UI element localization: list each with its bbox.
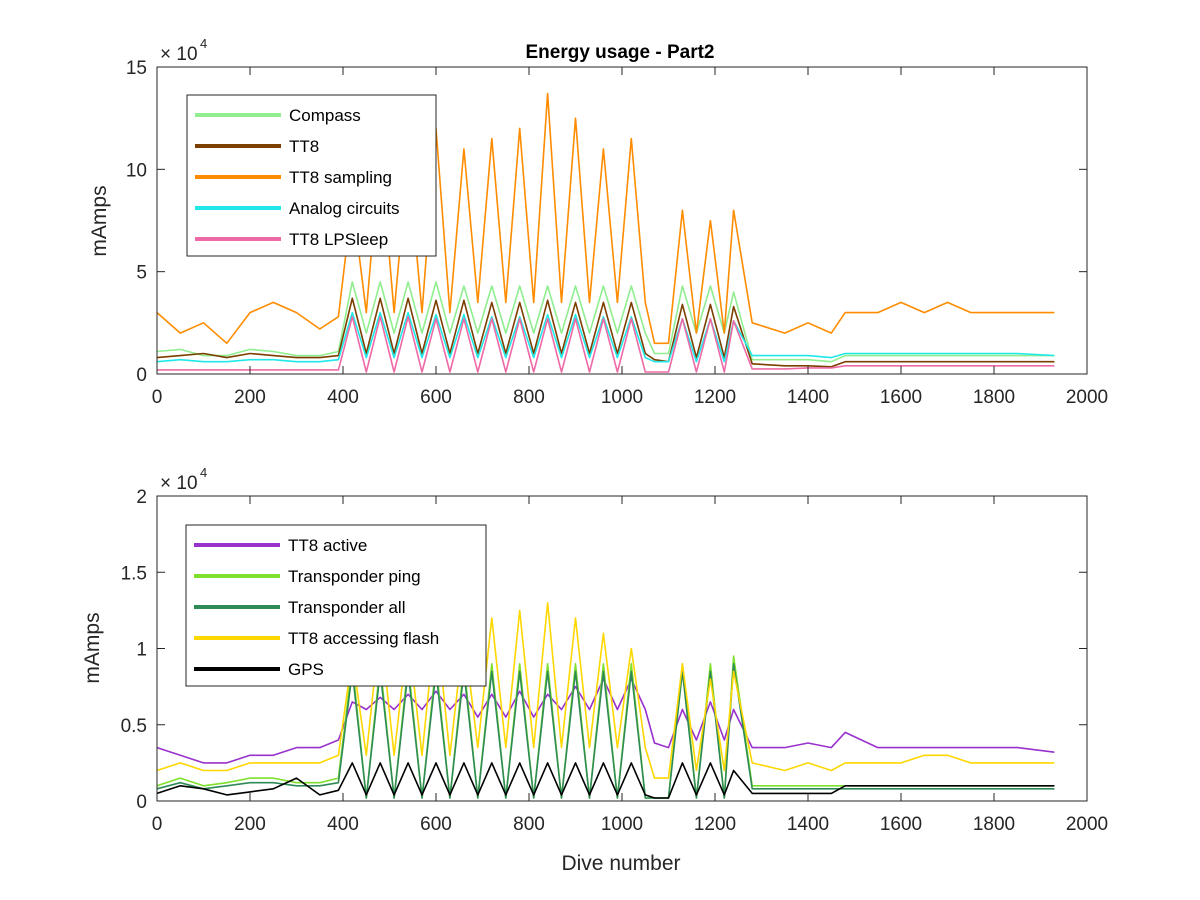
exponent-power: 4 (200, 465, 207, 480)
y-axis-label: mAmps (88, 185, 111, 256)
series-line-tt8 (156, 297, 1055, 368)
x-tick-label: 200 (234, 387, 266, 408)
x-tick-label: 800 (513, 387, 545, 408)
x-tick-label: 400 (327, 387, 359, 408)
series-line-analog-circuits (156, 311, 1055, 363)
legend-label: TT8 LPSleep (289, 230, 388, 249)
y-axis-ticks: 0 0.5 1 1.5 2 (121, 487, 1087, 813)
legend-label: TT8 (289, 137, 319, 156)
series-line-tt8-sampling (156, 92, 1055, 345)
x-tick-label: 1800 (973, 387, 1015, 408)
y-axis-exponent: × 10 4 (160, 465, 207, 494)
y-tick-label: 0 (136, 792, 147, 813)
exponent-base: × 10 (160, 473, 198, 494)
series-line-gps (156, 762, 1055, 799)
legend-label: Transponder ping (288, 567, 421, 586)
x-tick-label: 1600 (880, 387, 922, 408)
x-tick-label: 1200 (694, 814, 736, 835)
energy-usage-bottom-plot: 0 200 400 600 800 1000 1200 1400 1600 1800 2000 00… (81, 465, 1108, 875)
series-lines (156, 92, 1055, 373)
series-line-tt8-lpsleep (157, 315, 1055, 373)
y-tick-label: 1 (136, 640, 147, 661)
x-tick-label: 2000 (1066, 387, 1108, 408)
x-tick-label: 1200 (694, 387, 736, 408)
legend-label: TT8 accessing flash (288, 629, 439, 648)
legend-label: Analog circuits (289, 199, 400, 218)
y-tick-label: 0 (136, 365, 147, 386)
x-tick-label: 600 (420, 814, 452, 835)
y-tick-label: 5 (136, 263, 147, 284)
x-tick-label: 2000 (1066, 814, 1108, 835)
x-tick-label: 800 (513, 814, 545, 835)
y-tick-label: 1.5 (121, 563, 147, 584)
x-tick-label: 400 (327, 814, 359, 835)
x-tick-label: 1000 (601, 387, 643, 408)
exponent-base: × 10 (160, 44, 198, 65)
x-tick-label: 0 (152, 814, 163, 835)
x-tick-label: 1400 (787, 387, 829, 408)
chart-title: Energy usage - Part2 (525, 42, 714, 63)
series-line-tt8-accessing-flash (156, 601, 1055, 779)
x-tick-label: 1400 (787, 814, 829, 835)
y-axis-ticks: 0 5 10 15 (126, 58, 1087, 386)
legend-label: Transponder all (288, 598, 406, 617)
x-tick-label: 600 (420, 387, 452, 408)
legend-label: TT8 sampling (289, 168, 392, 187)
x-tick-label: 1800 (973, 814, 1015, 835)
legend-label: Compass (289, 106, 361, 125)
exponent-power: 4 (200, 36, 207, 51)
x-tick-label: 1000 (601, 814, 643, 835)
x-tick-label: 200 (234, 814, 266, 835)
x-tick-label: 0 (152, 387, 163, 408)
series-lines (156, 601, 1055, 799)
x-axis-label: Dive number (561, 852, 680, 875)
series-line-compass (156, 281, 1055, 363)
y-axis-exponent: × 10 4 (160, 36, 207, 65)
x-tick-label: 1600 (880, 814, 922, 835)
legend: Compass TT8 TT8 sampling Analog circuits TT8… (186, 94, 437, 257)
x-axis-ticks: 0 200 400 600 800 1000 1200 1400 1600 1800 2000 (152, 496, 1108, 835)
y-tick-label: 15 (126, 58, 147, 79)
energy-usage-top-plot: Energy usage - Part2 0 200 400 600 800 1000 12… (88, 36, 1108, 408)
y-tick-label: 0.5 (121, 716, 147, 737)
y-tick-label: 2 (136, 487, 147, 508)
legend-label: TT8 active (288, 536, 367, 555)
y-tick-label: 10 (126, 160, 147, 181)
y-axis-label: mAmps (81, 612, 104, 683)
legend-label: GPS (288, 660, 324, 679)
legend: TT8 active Transponder ping Transponder al… (185, 524, 487, 687)
x-axis-ticks: 0 200 400 600 800 1000 1200 1400 1600 1800 2000 (152, 67, 1108, 408)
